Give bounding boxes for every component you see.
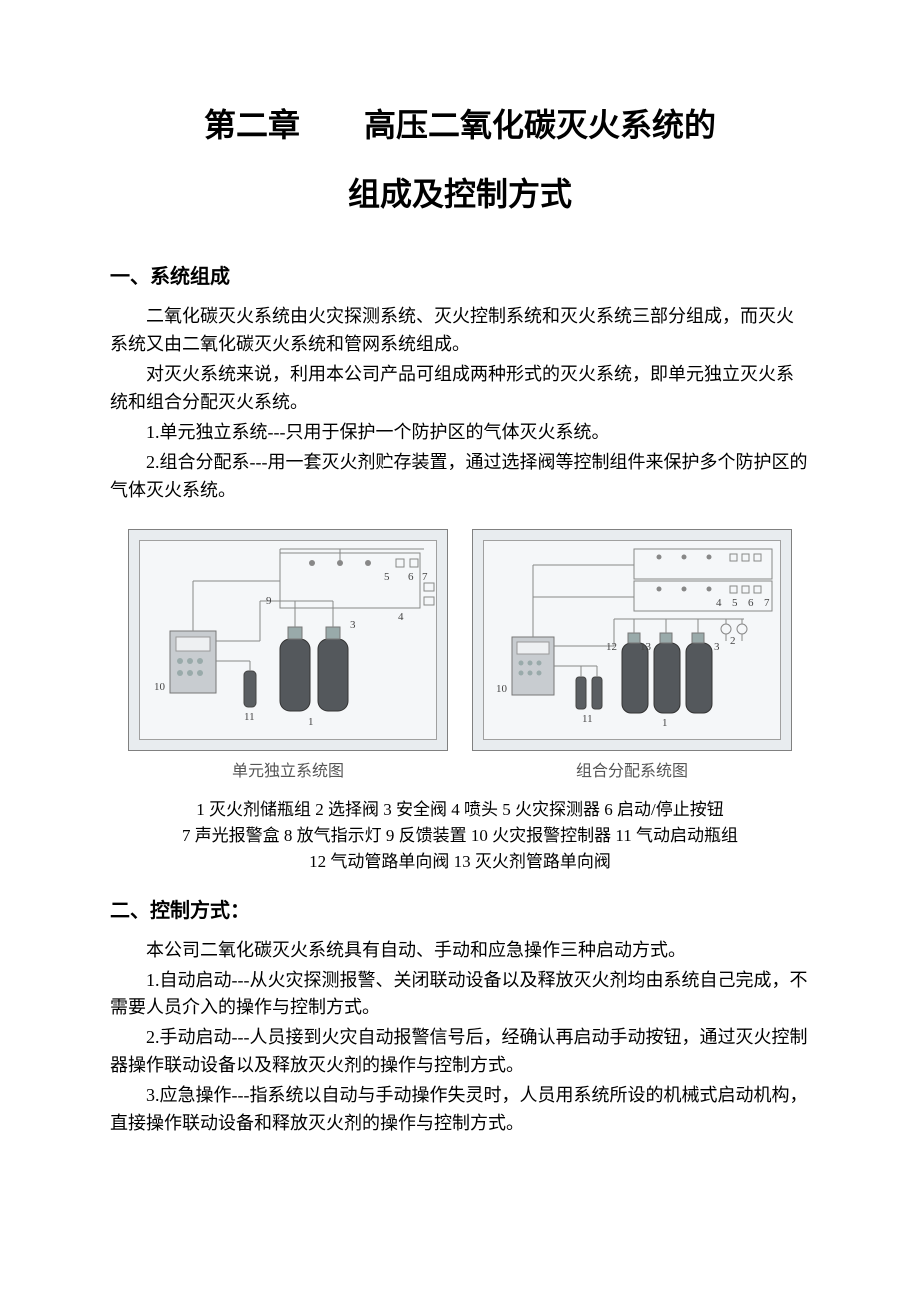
dr-label-2: 2 [730, 635, 736, 647]
diagram-right-svg [484, 541, 782, 741]
section1-p4: 2.组合分配系---用一套灭火剂贮存装置，通过选择阀等控制组件来保护多个防护区的… [110, 449, 810, 505]
dr-label-5: 5 [732, 597, 738, 609]
legend-line1: 1 灭火剂储瓶组 2 选择阀 3 安全阀 4 喷头 5 火灾探测器 6 启动/停… [110, 797, 810, 823]
diagram-right-box: 1 2 3 4 5 6 7 10 11 12 13 [472, 529, 792, 751]
dr-label-6: 6 [748, 597, 754, 609]
dl-label-7: 7 [422, 571, 428, 583]
dl-label-4: 4 [398, 611, 404, 623]
dr-label-10: 10 [496, 683, 507, 695]
diagram-right-inner: 1 2 3 4 5 6 7 10 11 12 13 [483, 540, 781, 740]
dr-label-13: 13 [640, 641, 651, 653]
section2-p3: 2.手动启动---人员接到火灾自动报警信号后，经确认再启动手动按钮，通过灭火控制… [110, 1024, 810, 1080]
dl-label-10: 10 [154, 681, 165, 693]
dr-label-11: 11 [582, 713, 593, 725]
diagram-left-inner: 1 3 4 5 6 7 9 10 11 [139, 540, 437, 740]
section2-p4: 3.应急操作---指系统以自动与手动操作失灵时，人员用系统所设的机械式启动机构，… [110, 1082, 810, 1138]
dr-label-3: 3 [714, 641, 720, 653]
dl-label-9: 9 [266, 595, 272, 607]
dr-label-12: 12 [606, 641, 617, 653]
dl-label-6: 6 [408, 571, 414, 583]
diagram-left-svg [140, 541, 438, 741]
dr-label-7: 7 [764, 597, 770, 609]
diagram-left-box: 1 3 4 5 6 7 9 10 11 [128, 529, 448, 751]
diagram-row: 1 3 4 5 6 7 9 10 11 单元独立系统图 [110, 529, 810, 781]
legend: 1 灭火剂储瓶组 2 选择阀 3 安全阀 4 喷头 5 火灾探测器 6 启动/停… [110, 797, 810, 876]
diagram-right-caption: 组合分配系统图 [472, 757, 792, 781]
diagram-right-wrap: 1 2 3 4 5 6 7 10 11 12 13 组合分配系统图 [472, 529, 792, 781]
diagram-left-wrap: 1 3 4 5 6 7 9 10 11 单元独立系统图 [128, 529, 448, 781]
section1-p3: 1.单元独立系统---只用于保护一个防护区的气体灭火系统。 [110, 419, 810, 447]
section1-heading: 一、系统组成 [110, 260, 810, 289]
dl-label-11: 11 [244, 711, 255, 723]
section2-p2: 1.自动启动---从火灾探测报警、关闭联动设备以及释放灭火剂均由系统自己完成，不… [110, 967, 810, 1023]
dl-label-1: 1 [308, 716, 314, 728]
section2-heading: 二、控制方式： [110, 894, 810, 923]
section1-p2: 对灭火系统来说，利用本公司产品可组成两种形式的灭火系统，即单元独立灭火系统和组合… [110, 361, 810, 417]
legend-line3: 12 气动管路单向阀 13 灭火剂管路单向阀 [110, 849, 810, 875]
dl-label-5: 5 [384, 571, 390, 583]
chapter-title-line2: 组成及控制方式 [110, 169, 810, 220]
dr-label-1: 1 [662, 717, 668, 729]
section1-p1: 二氧化碳灭火系统由火灾探测系统、灭火控制系统和灭火系统三部分组成，而灭火系统又由… [110, 303, 810, 359]
legend-line2: 7 声光报警盒 8 放气指示灯 9 反馈装置 10 火灾报警控制器 11 气动启… [110, 823, 810, 849]
dr-label-4: 4 [716, 597, 722, 609]
diagram-left-caption: 单元独立系统图 [128, 757, 448, 781]
dl-label-3: 3 [350, 619, 356, 631]
chapter-title-line1: 第二章 高压二氧化碳灭火系统的 [110, 100, 810, 151]
section2-p1: 本公司二氧化碳灭火系统具有自动、手动和应急操作三种启动方式。 [110, 937, 810, 965]
